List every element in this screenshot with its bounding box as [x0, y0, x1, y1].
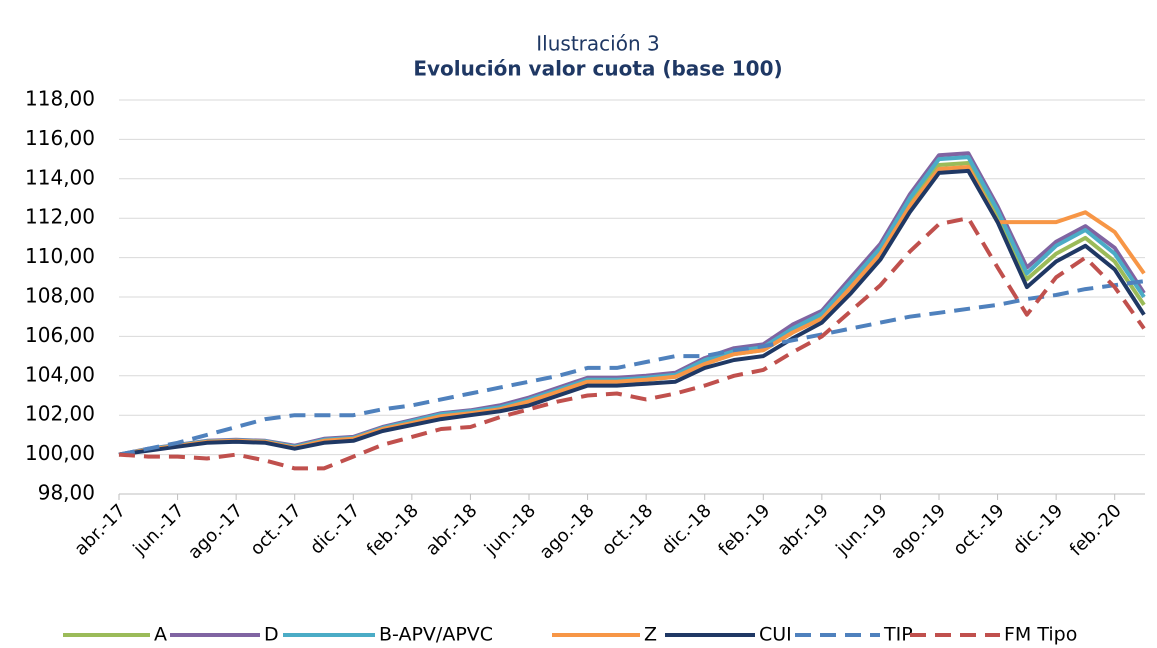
- y-tick-label: 116,00: [25, 126, 95, 150]
- x-tick-label: ago.-19: [887, 500, 950, 563]
- x-tick-label: oct.-18: [598, 500, 657, 559]
- y-tick-label: 112,00: [25, 205, 95, 229]
- x-tick-label: ago.-18: [536, 500, 599, 563]
- legend-label: FM Tipo: [1004, 624, 1077, 646]
- x-tick-label: oct.-19: [949, 500, 1008, 559]
- x-tick-label: ago.-17: [184, 500, 247, 563]
- x-tick-label: abr.-17: [70, 500, 130, 560]
- x-tick-label: jun.-19: [831, 500, 891, 560]
- x-tick-label: abr.-18: [422, 500, 482, 560]
- x-tick-label: jun.-18: [480, 500, 540, 560]
- y-tick-label: 102,00: [25, 402, 95, 426]
- legend-label: CUI: [759, 624, 792, 646]
- x-tick-label: feb.-19: [714, 500, 774, 560]
- y-tick-label: 106,00: [25, 323, 95, 347]
- chart-title: Evolución valor cuota (base 100): [413, 57, 782, 81]
- legend-label: B-APV/APVC: [379, 624, 493, 646]
- x-tick-label: oct.-17: [246, 500, 305, 559]
- x-tick-label: feb.-18: [363, 500, 423, 560]
- y-tick-label: 100,00: [25, 441, 95, 465]
- chart-caption: Ilustración 3: [536, 32, 659, 56]
- x-tick-label: feb.-20: [1066, 500, 1126, 560]
- x-tick-label: dic.-18: [657, 500, 715, 558]
- y-tick-label: 118,00: [25, 87, 95, 111]
- x-tick-label: abr.-19: [773, 500, 833, 560]
- series-line: [118, 279, 1145, 457]
- x-tick-label: jun.-17: [129, 500, 189, 560]
- legend-label: Z: [644, 624, 657, 646]
- x-tick-label: dic.-19: [1009, 500, 1067, 558]
- y-tick-label: 104,00: [25, 362, 95, 386]
- legend-label: D: [264, 624, 279, 646]
- y-tick-label: 114,00: [25, 165, 95, 189]
- y-tick-label: 108,00: [25, 284, 95, 308]
- series-line: [118, 168, 1146, 457]
- y-tick-label: 110,00: [25, 244, 95, 268]
- series-line: [118, 216, 1146, 471]
- y-tick-label: 98,00: [38, 481, 95, 505]
- legend-label: TIP: [883, 624, 913, 646]
- legend-label: A: [154, 624, 167, 646]
- x-tick-label: dic.-17: [306, 500, 364, 558]
